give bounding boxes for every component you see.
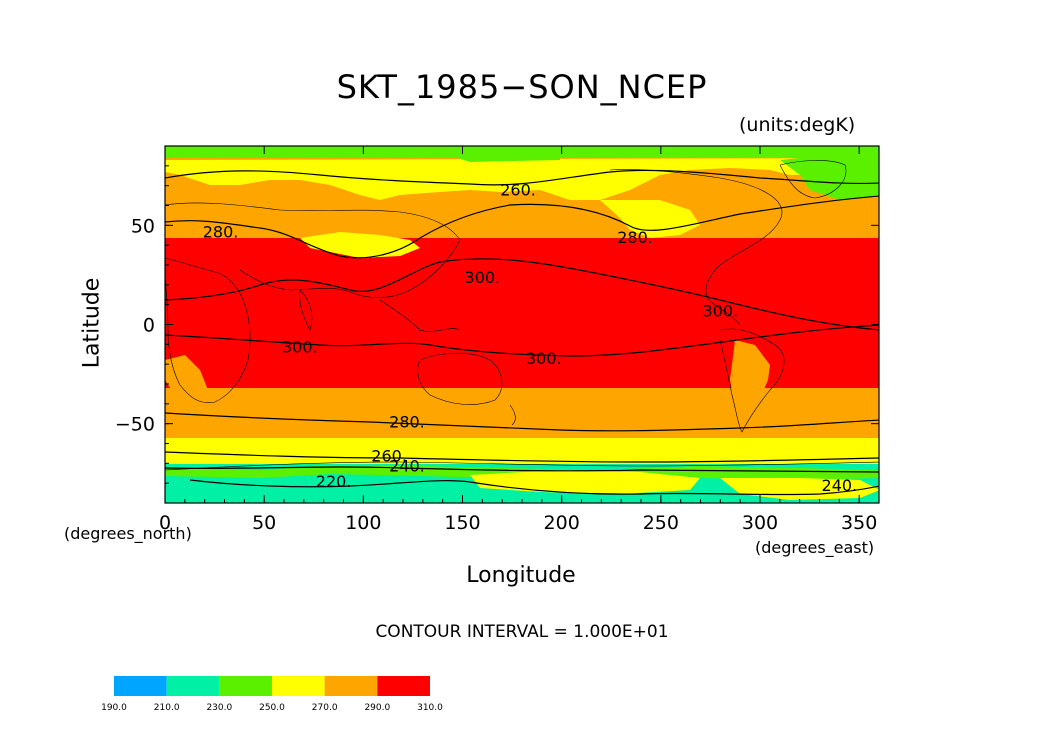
- colorbar: 190.0 210.0 230.0 250.0 270.0 290.0 310.0: [101, 676, 443, 713]
- coast-north-america: [609, 169, 783, 326]
- x-tick-label: 350: [841, 512, 877, 534]
- x-axis-label-text: Longitude: [466, 563, 576, 588]
- coast-greenland: [779, 160, 847, 199]
- x-tick-label: 150: [444, 512, 480, 534]
- fill-orange-samerica: [730, 340, 770, 432]
- colorbar-level-label: 290.0: [364, 703, 390, 713]
- contour-label: 260.: [371, 446, 407, 465]
- contour-label: 260.: [500, 181, 536, 200]
- contour-label: 280.: [389, 413, 425, 432]
- x-axis-units: (degrees_east): [755, 538, 875, 557]
- axis-ticks: [164, 145, 880, 504]
- x-tick-label: 250: [643, 512, 679, 534]
- colorbar-level-label: 310.0: [417, 703, 443, 713]
- colorbar-swatch: [272, 676, 325, 696]
- coast-eurasia: [165, 202, 461, 299]
- fill-north-yellow: [165, 158, 879, 200]
- fill-north-green-corner: [780, 150, 879, 200]
- colorbar-swatch: [324, 676, 378, 696]
- colorbar-level-label: 190.0: [101, 703, 127, 713]
- colorbar-swatch: [114, 676, 167, 696]
- plot-fill-layer: [165, 146, 879, 503]
- contour-260-south: [165, 451, 879, 463]
- band-south-sub: [165, 438, 879, 466]
- contour-260-north: [165, 169, 879, 186]
- contour-label: 280.: [617, 228, 653, 247]
- coast-australia: [417, 352, 503, 405]
- contour-label: 240.: [389, 456, 425, 475]
- coast-antarctica: [165, 461, 879, 471]
- colorbar-level-label: 230.0: [206, 703, 232, 713]
- contour-label: 300.: [526, 349, 562, 368]
- contour-220-south: [189, 479, 879, 496]
- x-tick-label: 100: [345, 512, 381, 534]
- fill-south-yellow-patch: [470, 470, 700, 494]
- colorbar-level-label: 210.0: [154, 703, 180, 713]
- fill-asia-yellow: [300, 232, 420, 258]
- coastlines: [165, 160, 879, 471]
- contour-label: 240.: [822, 476, 858, 495]
- contour-300-south: [165, 324, 879, 357]
- x-tick-label: 200: [544, 512, 580, 534]
- coast-seasia: [379, 299, 461, 332]
- chart-title: SKT_1985−SON_NCEP: [336, 68, 708, 106]
- coast-africa: [165, 257, 251, 403]
- y-axis-units: (degrees_north): [64, 524, 192, 543]
- coast-india: [299, 289, 313, 331]
- band-south-mid: [165, 388, 879, 440]
- colorbar-level-label: 250.0: [259, 703, 285, 713]
- colorbar-swatch: [166, 676, 220, 696]
- contour-240-south: [165, 466, 879, 473]
- contour-label: 220.: [316, 472, 352, 491]
- x-tick-label: 50: [252, 512, 276, 534]
- colorbar-swatch: [377, 676, 430, 696]
- fill-orange-africa: [165, 355, 210, 405]
- band-tropics: [165, 238, 879, 398]
- coast-newzealand: [509, 404, 516, 426]
- y-tick-label: −50: [115, 414, 155, 436]
- x-tick-label: 0: [159, 512, 171, 534]
- y-tick-label: 0: [143, 315, 155, 337]
- colorbar-swatch: [219, 676, 272, 696]
- colorbar-level-label: 270.0: [312, 703, 338, 713]
- coast-south-america: [719, 328, 785, 433]
- contour-labels: 260.280. 280.300.300.300.300.280.260.240.…: [203, 181, 857, 496]
- fill-america-yellow: [600, 200, 700, 238]
- axis-tick-labels: 0 50 100 150 200 250 300 350 −50 0 50: [115, 215, 877, 534]
- contour-label: 300.: [703, 302, 739, 321]
- contour-label: 280.: [203, 222, 239, 241]
- contour-280-north: [165, 195, 879, 259]
- x-tick-label: 300: [742, 512, 778, 534]
- x-axis-label: Longitude: [0, 563, 1044, 588]
- contour-280-south: [165, 412, 879, 432]
- contour-interval-text: CONTOUR INTERVAL = 1.000E+01: [375, 622, 669, 642]
- y-tick-label: 50: [131, 215, 155, 237]
- contour-label: 300.: [465, 268, 501, 287]
- units-label: (units:degK): [739, 114, 856, 136]
- contour-label: 300.: [282, 337, 318, 356]
- fill-north-green-top: [420, 146, 560, 162]
